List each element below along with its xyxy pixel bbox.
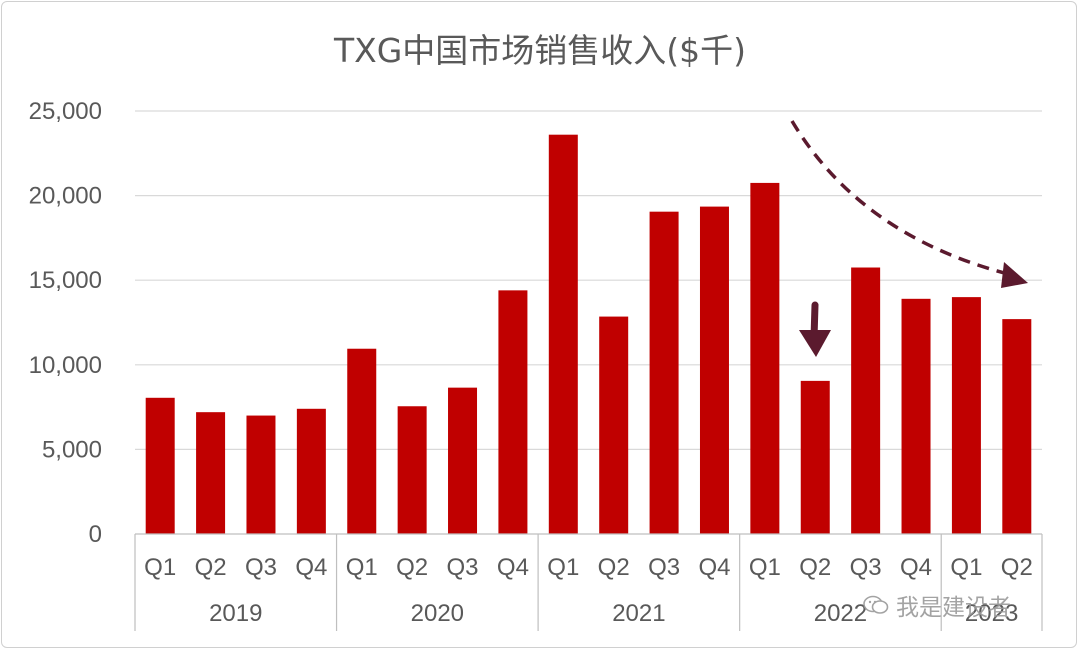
bar: [800, 380, 830, 534]
watermark: 我是建设者: [862, 588, 1011, 622]
x-tick-label: Q3: [447, 554, 479, 581]
bar: [448, 387, 478, 534]
x-tick-label: Q2: [598, 554, 630, 581]
x-tick-label: Q3: [648, 554, 680, 581]
x-tick-label: Q4: [295, 554, 327, 581]
chart-title: TXG中国市场销售收入($千): [333, 31, 747, 70]
bar: [599, 316, 629, 534]
y-tick-label: 5,000: [42, 436, 102, 463]
bar: [498, 290, 528, 534]
wechat-icon: [863, 595, 889, 614]
bar: [548, 134, 578, 535]
y-tick-label: 25,000: [29, 98, 102, 125]
bar: [347, 348, 377, 534]
x-tick-label: Q2: [799, 554, 831, 581]
bar: [196, 412, 226, 534]
y-tick-label: 20,000: [29, 183, 102, 210]
y-tick-label: 15,000: [29, 267, 102, 294]
trend-arrow-head: [1001, 262, 1028, 288]
x-tick-label: Q4: [900, 554, 932, 581]
y-tick-label: 0: [89, 521, 102, 548]
x-tick-label: Q4: [698, 554, 730, 581]
x-tick-label: Q1: [346, 554, 378, 581]
x-group-label: 2019: [209, 600, 262, 627]
x-group-label: 2022: [814, 600, 867, 627]
x-tick-label: Q1: [950, 554, 982, 581]
drop-arrow-icon: [799, 301, 831, 357]
x-tick-label: Q1: [144, 554, 176, 581]
bar: [145, 397, 175, 534]
bar: [699, 206, 729, 534]
bar: [649, 211, 679, 534]
x-tick-label: Q3: [245, 554, 277, 581]
bar: [246, 415, 276, 534]
bar: [296, 408, 326, 534]
x-tick-label: Q2: [396, 554, 428, 581]
trend-arrow-line: [790, 120, 1009, 276]
y-tick-label: 10,000: [29, 352, 102, 379]
bar: [851, 267, 881, 534]
x-group-label: 2023: [965, 600, 1018, 627]
x-tick-label: Q1: [547, 554, 579, 581]
x-tick-label: Q1: [749, 554, 781, 581]
x-tick-label: Q2: [1001, 554, 1033, 581]
x-group-label: 2020: [411, 600, 464, 627]
x-tick-label: Q3: [850, 554, 882, 581]
bar: [397, 406, 427, 534]
watermark-text: 我是建设者: [896, 595, 1011, 621]
x-tick-label: Q4: [497, 554, 529, 581]
bar: [750, 182, 780, 534]
x-tick-label: Q2: [195, 554, 227, 581]
x-group-label: 2021: [612, 600, 665, 627]
bar: [1002, 319, 1032, 534]
bar: [901, 298, 931, 534]
bar: [951, 297, 981, 534]
